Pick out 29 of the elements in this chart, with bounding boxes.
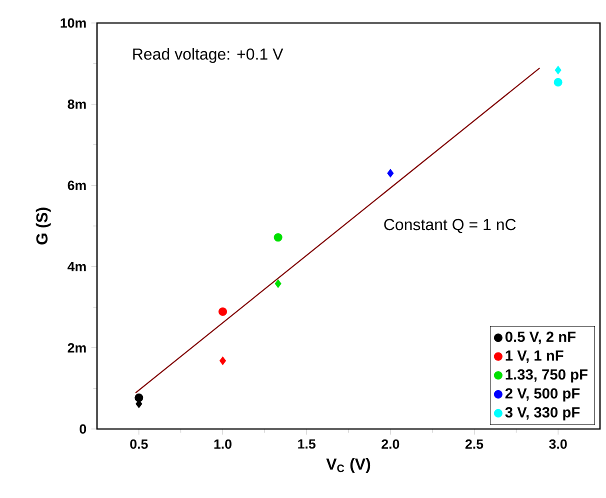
x-tick-label: 2.0 [382,439,400,449]
point [134,393,144,402]
y-tick-label: 8m [68,99,86,109]
y-tick-label: 6m [68,180,86,190]
legend-label: 2 V, 500 pF [505,388,580,402]
point [554,66,562,74]
point [554,78,562,87]
point [219,356,226,366]
point [218,307,228,316]
legend-label: 1.33, 750 pF [506,369,588,383]
point [274,233,282,242]
x-axis-title: V$_{C}$ (V) [326,458,370,473]
y-tick-label: 4m [68,262,86,272]
annotation: Constant Q = 1 nC [384,218,516,234]
legend-label: 0.5 V, 2 nF [505,332,576,344]
y-tick-label: 10m [60,18,86,28]
y-axis-title: G (S) [36,208,51,244]
x-tick-label: 2.5 [465,439,484,449]
y-tick-label: 0 [80,424,86,434]
x-tick-label: 3.0 [549,439,567,449]
y-tick-label: 2m [68,343,86,352]
x-tick-label: 0.5 [130,439,148,449]
x-tick-label: 1.5 [298,439,316,449]
point [274,279,282,288]
legend-label: 3 V, 330 pF [505,407,580,420]
annotation: Read voltage: +0.1 V [133,48,284,63]
point [387,168,394,178]
x-tick-label: 1.0 [214,439,232,449]
legend-label: 1 V, 1 nF [506,350,564,363]
